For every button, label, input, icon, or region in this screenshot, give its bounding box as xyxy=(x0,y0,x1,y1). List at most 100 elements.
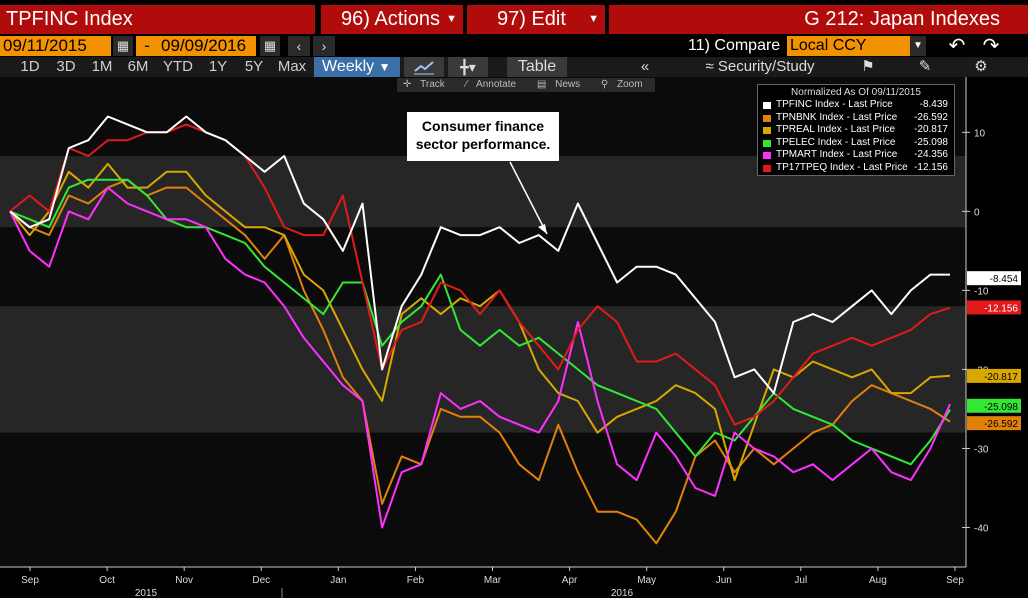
year-label: 2015 xyxy=(135,588,158,598)
gear-icon[interactable]: ⚙ xyxy=(974,58,988,75)
value-tag xyxy=(967,416,1021,431)
x-tick-label: Apr xyxy=(562,575,578,586)
legend-item: TPMART Index - Last Price -24.356 xyxy=(758,149,954,162)
legend-item: TP17TPEQ Index - Last Price -12.156 xyxy=(758,162,954,175)
range-1d[interactable]: 1D xyxy=(20,58,40,75)
chevron-right-icon[interactable]: › xyxy=(313,36,335,56)
value-tag xyxy=(967,398,1021,413)
x-tick-label: Sep xyxy=(21,575,39,586)
actions-menu[interactable]: 96) Actions ▼ xyxy=(321,5,463,34)
legend-title: Normalized As Of 09/11/2015 xyxy=(791,87,921,98)
callout-arrow xyxy=(509,161,548,235)
function-title: G 212: Japan Indexes xyxy=(609,5,1028,34)
range-6m[interactable]: 6M xyxy=(127,58,149,75)
double-chevron-left-icon[interactable]: « xyxy=(640,58,650,75)
x-tick-label: Jul xyxy=(794,575,807,586)
news-label: News xyxy=(555,79,581,90)
callout-arrowhead xyxy=(538,224,547,234)
study-icon: ≈ xyxy=(705,58,714,75)
chevron-down-icon[interactable]: ▼ xyxy=(910,36,926,56)
x-tick-label: Mar xyxy=(484,575,502,586)
legend-name: TPREAL Index - Last Price xyxy=(776,124,896,135)
range-5y[interactable]: 5Y xyxy=(244,58,264,75)
track-label: Track xyxy=(420,79,445,90)
annotate-tool[interactable]: ⁄ Annotate xyxy=(465,79,517,90)
frequency-select[interactable]: Weekly ▼ xyxy=(314,57,400,77)
security-study-button[interactable]: ≈ Security/Study xyxy=(690,57,830,77)
zoom-tool[interactable]: ⚲ Zoom xyxy=(600,79,643,90)
value-tag-label: -12.156 xyxy=(984,303,1018,314)
zoom-label: Zoom xyxy=(617,79,643,90)
legend-item: TPFINC Index - Last Price -8.439 xyxy=(758,99,954,112)
calendar-icon[interactable]: ▦ xyxy=(113,36,133,56)
legend-item: TPELEC Index - Last Price -25.098 xyxy=(758,137,954,150)
x-tick-label: May xyxy=(637,575,656,586)
legend-value: -25.098 xyxy=(914,136,948,148)
legend-swatch xyxy=(763,164,771,172)
edit-menu[interactable]: 97) Edit ▼ xyxy=(467,5,605,34)
chevron-left-icon[interactable]: ‹ xyxy=(288,36,310,56)
chevron-down-icon: ▼ xyxy=(378,60,391,74)
actions-caret-icon: ▼ xyxy=(446,13,457,25)
edit-pen-icon[interactable]: ✎ xyxy=(918,58,932,75)
x-tick-label: Jun xyxy=(716,575,732,586)
range-1m[interactable]: 1M xyxy=(91,58,113,75)
x-tick-label: Jan xyxy=(330,575,346,586)
currency-select[interactable]: Local CCY xyxy=(787,36,910,56)
end-date-input[interactable]: 09/09/2016 xyxy=(158,36,256,56)
y-tick-label: 10 xyxy=(974,128,986,139)
news-tool[interactable]: ▤ News xyxy=(536,79,581,90)
legend-name: TP17TPEQ Index - Last Price xyxy=(776,161,908,173)
legend-name: TPELEC Index - Last Price xyxy=(776,136,896,148)
chart-legend: Normalized As Of 09/11/2015 TPFINC Index… xyxy=(757,84,955,176)
undo-icon[interactable]: ↶ xyxy=(948,35,966,57)
x-tick-label: Dec xyxy=(252,575,270,586)
value-tag-label: -8.454 xyxy=(990,274,1019,285)
start-date-input[interactable]: 09/11/2015 xyxy=(0,36,111,56)
legend-value: -24.356 xyxy=(914,149,948,160)
legend-swatch xyxy=(763,139,771,147)
legend-swatch xyxy=(763,102,771,109)
line-chart-icon[interactable] xyxy=(404,57,444,77)
range-ytd[interactable]: YTD xyxy=(163,58,193,75)
legend-swatch xyxy=(763,114,771,122)
security-study-label: Security/Study xyxy=(717,58,815,75)
redo-icon[interactable]: ↷ xyxy=(982,35,1000,57)
range-3d[interactable]: 3D xyxy=(56,58,76,75)
plot-band xyxy=(0,306,966,433)
annotate-label: Annotate xyxy=(476,79,517,90)
track-tool[interactable]: ✛ Track xyxy=(403,79,445,90)
frequency-label: Weekly xyxy=(322,58,375,75)
edit-caret-icon: ▼ xyxy=(588,13,599,25)
calendar-icon[interactable]: ▦ xyxy=(260,36,280,56)
edit-label: 97) Edit xyxy=(497,8,566,30)
year-label: 2016 xyxy=(611,588,634,598)
x-tick-label: Feb xyxy=(407,575,425,586)
range-max[interactable]: Max xyxy=(277,58,307,75)
x-tick-label: Aug xyxy=(869,575,887,586)
value-tag xyxy=(967,368,1021,383)
value-tag-label: -20.817 xyxy=(984,372,1018,383)
range-1y[interactable]: 1Y xyxy=(208,58,228,75)
y-tick-label: -10 xyxy=(974,286,989,297)
chart-subtoolbar: ✛ Track ⁄ Annotate ▤ News ⚲ Zoom xyxy=(397,78,655,92)
x-tick-label: Sep xyxy=(946,575,964,586)
legend-value: -20.817 xyxy=(914,124,948,135)
series-line xyxy=(9,115,950,395)
legend-name: TPFINC Index - Last Price xyxy=(776,99,893,110)
legend-name: TPNBNK Index - Last Price xyxy=(776,111,898,123)
legend-item: TPREAL Index - Last Price -20.817 xyxy=(758,124,954,137)
bar-style-icon[interactable]: ╋▾ xyxy=(448,57,488,77)
security-ticker[interactable]: TPFINC Index xyxy=(0,5,315,34)
value-tag xyxy=(967,300,1021,315)
date-range-bar: 09/11/2015 ▦ - 09/09/2016 ▦ ‹ › 11) Comp… xyxy=(0,34,1028,57)
series-line xyxy=(9,186,951,529)
x-tick-label: Nov xyxy=(175,575,193,586)
legend-value: -8.439 xyxy=(919,99,948,110)
value-tag xyxy=(967,271,1021,286)
line-chart-icon-svg xyxy=(414,61,434,75)
legend-name: TPMART Index - Last Price xyxy=(776,149,898,160)
flag-icon[interactable]: ⚑ xyxy=(861,58,875,75)
y-tick-label: -30 xyxy=(974,444,989,455)
table-button[interactable]: Table xyxy=(507,57,567,77)
